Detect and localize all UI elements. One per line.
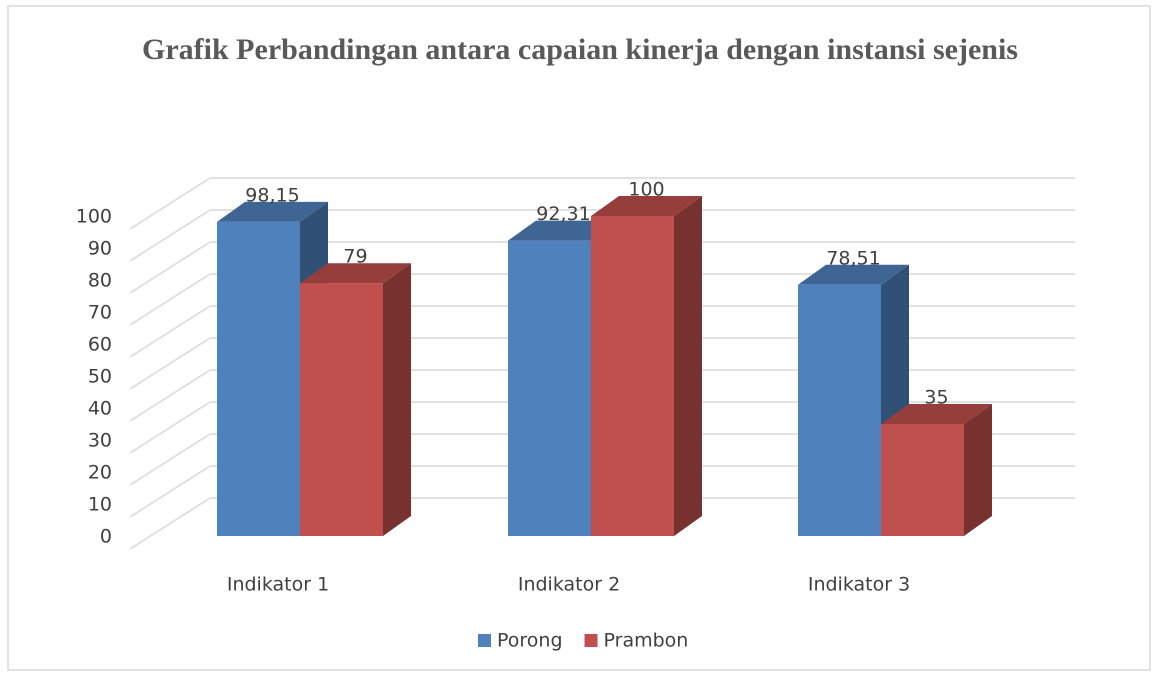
bar-front: [300, 283, 383, 536]
bar: [591, 196, 702, 536]
y-tick-label: 40: [88, 398, 112, 420]
y-tick-label: 50: [88, 366, 112, 388]
bar-top: [881, 404, 992, 424]
legend-label: Porong: [497, 630, 563, 652]
bar-front: [591, 216, 674, 536]
y-tick-label: 10: [88, 494, 112, 516]
grid-line: [129, 465, 211, 518]
bar-side: [964, 404, 992, 536]
chart-title: Grafik Perbandingan antara capaian kiner…: [142, 33, 1018, 66]
data-label: 100: [628, 179, 664, 201]
y-tick-label: 70: [88, 302, 112, 324]
bar: [300, 263, 411, 536]
bar-top: [798, 264, 909, 285]
y-tick-label: 30: [88, 430, 112, 452]
data-label: 78,51: [826, 247, 880, 269]
grid-line: [129, 177, 211, 230]
legend-swatch: [584, 634, 598, 647]
x-tick-label: Indikator 2: [518, 574, 620, 596]
bar-top: [591, 196, 702, 216]
bar-top: [217, 201, 328, 222]
y-tick-label: 0: [100, 526, 112, 548]
grid-line: [129, 305, 211, 358]
bar-front: [217, 221, 300, 537]
grid-line: [129, 241, 211, 294]
grid-line: [129, 273, 211, 326]
legend-swatch: [478, 634, 491, 647]
y-tick-label: 100: [76, 206, 112, 228]
data-label: 92,31: [536, 203, 590, 225]
bar-side: [383, 263, 411, 536]
bar-side: [674, 196, 702, 536]
chart-border: [7, 5, 1151, 671]
grid-line: [129, 337, 211, 390]
x-tick-label: Indikator 3: [808, 574, 910, 596]
bar-front: [881, 424, 964, 536]
grid-line: [129, 433, 211, 486]
legend-label: Prambon: [604, 630, 689, 652]
grid-line: [129, 369, 211, 422]
grid-line: [129, 209, 211, 262]
y-tick-label: 90: [88, 238, 112, 260]
grid-line: [129, 401, 211, 454]
bar: [881, 404, 992, 536]
bar-front: [798, 284, 881, 536]
bar-top: [300, 263, 411, 284]
data-label: 98,15: [245, 184, 299, 206]
y-tick-label: 80: [88, 270, 112, 292]
y-tick-label: 20: [88, 462, 112, 484]
data-label: 79: [343, 246, 367, 268]
y-tick-label: 60: [88, 334, 112, 356]
bar-front: [508, 240, 591, 536]
x-tick-label: Indikator 1: [227, 574, 329, 596]
grid-line: [129, 497, 211, 550]
data-label: 35: [924, 387, 948, 409]
